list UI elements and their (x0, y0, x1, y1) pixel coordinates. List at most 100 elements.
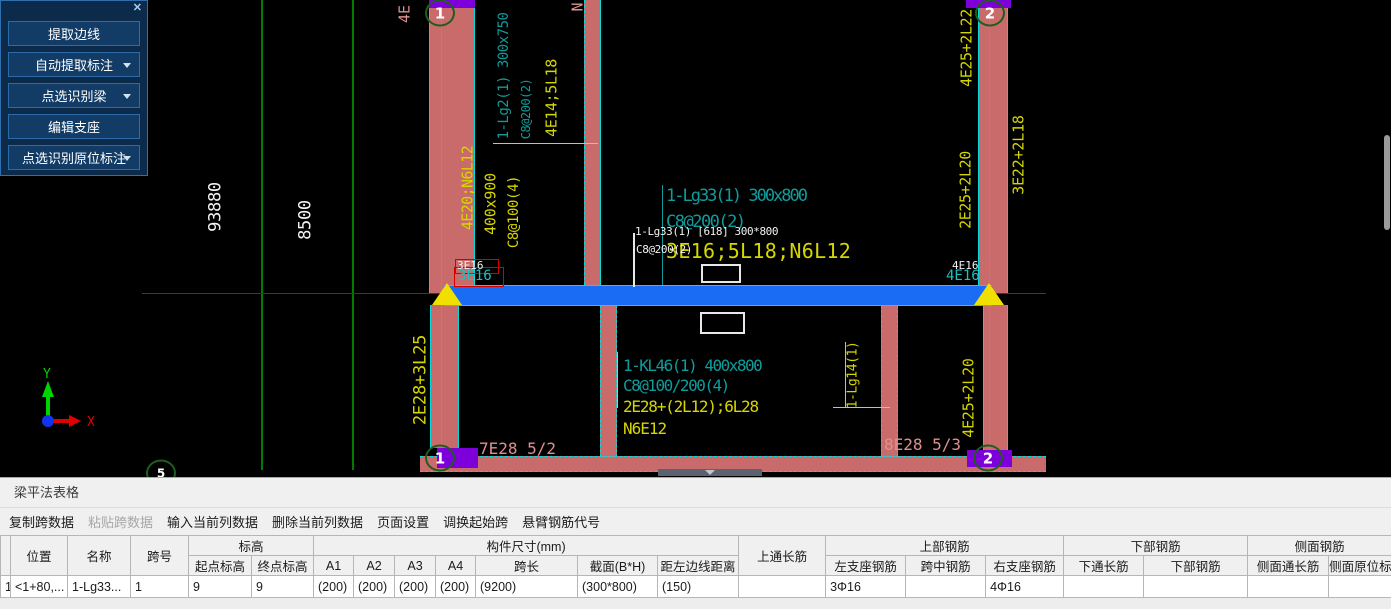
column-mid-top[interactable] (584, 0, 601, 285)
cell-side-insitu[interactable] (1328, 575, 1391, 598)
annotation-col-stirrup[interactable]: C8@100(4) (506, 175, 522, 249)
click-identify-beam-button[interactable]: 点选识别梁 (8, 83, 140, 108)
table-toolbar: 复制跨数据 粘贴跨数据 输入当前列数据 删除当前列数据 页面设置 调换起始跨 悬… (0, 508, 1391, 535)
extract-edge-button[interactable]: 提取边线 (8, 21, 140, 46)
cantilever-rebar-code-button[interactable]: 悬臂钢筋代号 (522, 515, 601, 530)
annotation-lg33-insitu[interactable]: 3E16;5L18;N6L12 (666, 239, 852, 263)
tooltip-line-2: C8@200(2) (636, 243, 693, 256)
panel-splitter-handle[interactable] (658, 469, 762, 476)
axis-bubble-2-top[interactable]: 2 (975, 0, 1005, 27)
ucs-x-label: X (87, 415, 95, 430)
annotation-kl46-stirrup[interactable]: C8@100/200(4) (623, 376, 730, 395)
annotation-right-mid[interactable]: 3E22+2L18 (1009, 115, 1028, 195)
support-label-left-cyan[interactable]: 3E16 (458, 268, 492, 284)
tooltip-line-1: 1-Lg33(1) [618] 300*800 (635, 225, 779, 238)
annotation-lg2-side[interactable]: 4E14;5L18 (542, 59, 561, 137)
swap-start-span-button[interactable]: 调换起始跨 (443, 515, 509, 530)
click-identify-insitu-button[interactable]: 点选识别原位标注 (8, 145, 140, 170)
cad-viewport[interactable]: 93880 8500 4E N 1-Lg2(1) 300x750 C8@200(… (0, 0, 1391, 477)
cell-end-elevation[interactable]: 9 (250, 575, 315, 598)
button-label: 提取边线 (47, 27, 100, 42)
group-header-component-size: 构件尺寸(mm) (313, 535, 740, 556)
cell-midspan-rebar[interactable] (905, 575, 987, 598)
cell-span-no[interactable]: 1 (130, 575, 189, 598)
cell-bottom-through-rebar[interactable] (1063, 575, 1145, 598)
leader-line-lg33 (662, 185, 663, 285)
annotation-left-side-below[interactable]: 2E28+3L25 (410, 334, 431, 426)
delete-current-column-button[interactable]: 删除当前列数据 (272, 515, 364, 530)
input-current-column-button[interactable]: 输入当前列数据 (167, 515, 259, 530)
cell-a4[interactable]: (200) (435, 575, 477, 598)
edit-support-button[interactable]: 编辑支座 (8, 114, 140, 139)
annotation-kl46-label[interactable]: 1-KL46(1) 400x800 (623, 356, 763, 375)
row-header-corner (0, 535, 11, 576)
column-mid-bottom-1[interactable] (600, 305, 617, 457)
support-label-right-cyan[interactable]: 4E16 (946, 268, 980, 284)
annotation-insitu-bottom-left[interactable]: 7E28 5/2 (479, 439, 557, 458)
annotation-kl46-side[interactable]: N6E12 (623, 419, 667, 438)
cell-right-support-rebar[interactable]: 4Φ16 (985, 575, 1065, 598)
group-header-elevation: 标高 (187, 535, 315, 556)
col-header-end-elevation: 终点标高 (250, 555, 315, 576)
annotation-lg2-stirrup[interactable]: C8@200(2) (519, 78, 533, 140)
copy-span-data-button[interactable]: 复制跨数据 (9, 515, 75, 530)
dimension-93880: 93880 (205, 182, 226, 232)
col-header-name: 名称 (67, 535, 131, 576)
axis-bubble-1-top[interactable]: 1 (425, 0, 455, 27)
column-left-top[interactable] (429, 8, 475, 293)
col-header-a4: A4 (435, 555, 477, 576)
column-left-bottom[interactable] (430, 305, 459, 448)
cell-side-through-rebar[interactable] (1247, 575, 1330, 598)
column-right-bottom[interactable] (983, 305, 1008, 450)
col-header-right-support-rebar: 右支座钢筋 (985, 555, 1065, 576)
selected-beam[interactable] (444, 285, 992, 306)
column-mid-bottom-2[interactable] (881, 305, 898, 457)
col-header-section: 截面(B*H) (577, 555, 659, 576)
support-triangle-right (974, 283, 1004, 305)
cell-top-through-rebar[interactable] (738, 575, 827, 598)
axis-bubble-2-bottom[interactable]: 2 (973, 444, 1003, 472)
annotation-col-size[interactable]: 400x900 (481, 173, 500, 235)
annotation-frag-4e[interactable]: 4E (395, 4, 414, 24)
cell-position[interactable]: <1+80,... (10, 575, 68, 598)
annotation-lg33-label[interactable]: 1-Lg33(1) 300x800 (666, 186, 808, 206)
support-label-left-white[interactable]: 3E16 (457, 259, 484, 272)
vertical-scrollbar-thumb[interactable] (1384, 135, 1390, 230)
splitter-arrow-icon (705, 470, 715, 475)
button-label: 自动提取标注 (34, 58, 113, 73)
annotation-right-low[interactable]: 2E25+2L20 (956, 151, 975, 229)
cell-start-elevation[interactable]: 9 (188, 575, 252, 598)
annotation-lg33-stirrup[interactable]: C8@200(2) (666, 212, 746, 232)
annotation-right-below[interactable]: 4E25+2L20 (959, 358, 978, 438)
auto-extract-annotation-button[interactable]: 自动提取标注 (8, 52, 140, 77)
annotation-kl46-bottom[interactable]: 2E28+(2L12);6L28 (623, 397, 759, 416)
close-icon[interactable]: ✕ (132, 2, 142, 14)
axis-bubble-1-bottom[interactable]: 1 (425, 444, 455, 472)
column-right-top[interactable] (978, 8, 1008, 293)
cell-name[interactable]: 1-Lg33... (67, 575, 131, 598)
col-header-bottom-rebar: 下部钢筋 (1143, 555, 1249, 576)
col-header-bottom-through-rebar: 下通长筋 (1063, 555, 1145, 576)
annotation-insitu-bottom-right[interactable]: 8E28 5/3 (884, 435, 962, 454)
cell-a1[interactable]: (200) (313, 575, 355, 598)
axis-bubble-5-partial[interactable]: 5 (146, 459, 176, 477)
support-label-right-white[interactable]: 4E16 (952, 259, 979, 272)
cell-row-number[interactable]: 1 (0, 575, 11, 598)
annotation-frag-n[interactable]: N (568, 2, 587, 12)
cell-a3[interactable]: (200) (394, 575, 437, 598)
cell-span-length[interactable]: (9200) (475, 575, 579, 598)
cell-left-edge-distance[interactable]: (150) (657, 575, 740, 598)
leader-line-lg14-v (845, 342, 846, 408)
cell-left-support-rebar[interactable]: 3Φ16 (825, 575, 907, 598)
annotation-lg14[interactable]: 1-Lg14(1) (845, 341, 861, 409)
cell-section[interactable]: (300*800) (577, 575, 659, 598)
annotation-right-top[interactable]: 4E25+2L22 (957, 9, 976, 87)
leader-line-lg14-h (833, 407, 890, 408)
table-row: 1 <1+80,... 1-Lg33... 1 9 9 (200) (200) … (0, 575, 1391, 598)
cell-bottom-rebar[interactable] (1143, 575, 1249, 598)
annotation-col-top[interactable]: 4E20;N6L12 (458, 145, 477, 231)
cell-a2[interactable]: (200) (353, 575, 396, 598)
page-setup-button[interactable]: 页面设置 (377, 515, 430, 530)
annotation-lg2-label[interactable]: 1-Lg2(1) 300x750 (496, 12, 512, 140)
